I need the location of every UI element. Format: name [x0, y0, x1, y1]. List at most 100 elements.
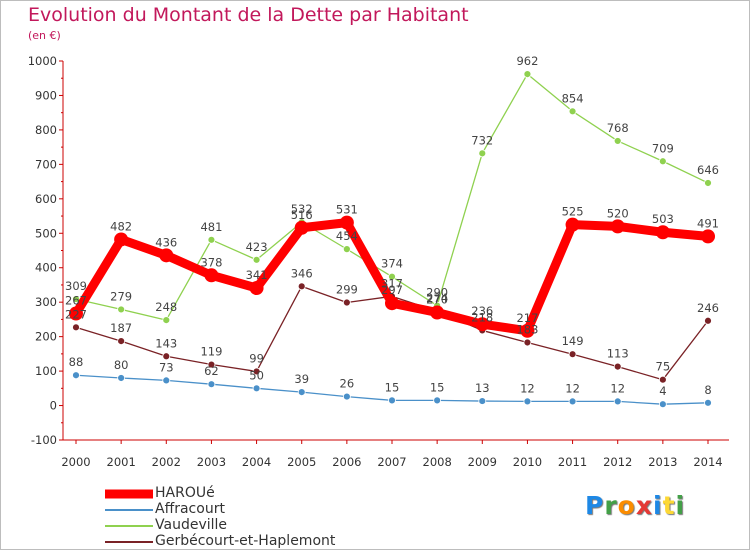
- legend-label-affracourt: Affracourt: [155, 501, 225, 517]
- data-label-vaudeville: 290: [426, 286, 448, 300]
- data-point-haroue: [701, 229, 715, 244]
- y-tick-label: 500: [35, 226, 57, 240]
- data-point-affracourt: [342, 392, 351, 401]
- data-point-affracourt: [613, 397, 622, 406]
- data-label-haroue: 516: [291, 208, 313, 222]
- x-tick-label: 2008: [423, 455, 452, 469]
- data-point-haroue: [475, 317, 490, 332]
- data-label-haroue: 531: [336, 203, 358, 217]
- data-point-vaudeville: [252, 255, 261, 264]
- logo-letter: i: [653, 491, 663, 520]
- data-label-haroue: 297: [381, 283, 403, 297]
- data-label-haroue: 217: [516, 311, 538, 325]
- data-label-vaudeville: 532: [291, 202, 313, 216]
- data-label-haroue: 436: [155, 235, 177, 249]
- data-point-vaudeville: [523, 70, 532, 78]
- data-point-haroue: [565, 217, 580, 232]
- data-label-gerbecourt-et-haplemont: 227: [65, 307, 87, 321]
- data-label-gerbecourt-et-haplemont: 299: [336, 283, 358, 297]
- data-point-affracourt: [162, 376, 171, 385]
- data-point-haroue: [385, 296, 399, 311]
- data-point-gerbecourt-et-haplemont: [342, 298, 351, 307]
- data-label-affracourt: 73: [159, 360, 174, 374]
- data-point-haroue: [159, 248, 174, 263]
- data-label-vaudeville: 646: [697, 163, 719, 177]
- data-point-vaudeville: [72, 295, 80, 303]
- data-point-haroue: [114, 232, 129, 247]
- data-label-gerbecourt-et-haplemont: 274: [426, 291, 448, 305]
- y-tick-label: 1000: [28, 54, 57, 68]
- data-point-haroue: [249, 281, 264, 296]
- data-label-haroue: 520: [607, 206, 629, 220]
- x-tick-label: 2013: [648, 455, 677, 469]
- data-label-gerbecourt-et-haplemont: 149: [562, 334, 584, 348]
- data-point-gerbecourt-et-haplemont: [704, 316, 712, 325]
- data-label-affracourt: 80: [114, 358, 129, 372]
- x-tick-label: 2001: [107, 455, 136, 469]
- data-label-affracourt: 12: [520, 381, 535, 395]
- data-label-affracourt: 12: [610, 381, 625, 395]
- data-label-vaudeville: 709: [652, 141, 674, 155]
- data-label-haroue: 503: [652, 212, 674, 226]
- legend-label-haroue: HAROUé: [155, 485, 215, 501]
- x-tick-label: 2007: [377, 455, 406, 469]
- legend-label-vaudeville: Vaudeville: [155, 517, 228, 533]
- data-label-gerbecourt-et-haplemont: 119: [200, 345, 222, 359]
- legend-swatch-gerbecourt: [105, 541, 153, 543]
- data-point-haroue: [339, 215, 354, 230]
- data-label-vaudeville: 854: [562, 91, 584, 105]
- data-label-gerbecourt-et-haplemont: 183: [516, 322, 538, 336]
- data-label-affracourt: 62: [204, 364, 219, 378]
- series-affracourt: [72, 371, 712, 409]
- data-label-vaudeville: 481: [200, 220, 222, 234]
- x-tick-label: 2002: [152, 455, 181, 469]
- data-label-vaudeville: 279: [110, 289, 132, 303]
- data-point-affracourt: [433, 396, 442, 405]
- data-point-vaudeville: [478, 149, 487, 158]
- x-tick-label: 2000: [61, 455, 90, 469]
- data-label-affracourt: 39: [294, 372, 309, 386]
- data-point-gerbecourt-et-haplemont: [658, 375, 667, 384]
- data-point-haroue: [520, 323, 535, 338]
- data-point-vaudeville: [207, 235, 216, 244]
- y-tick-label: 700: [35, 157, 57, 171]
- data-point-haroue: [204, 268, 219, 283]
- x-tick-label: 2006: [332, 455, 361, 469]
- data-label-haroue: 525: [562, 205, 584, 219]
- data-label-affracourt: 15: [430, 380, 445, 394]
- legend-swatch-vaudeville: [105, 525, 153, 527]
- data-point-affracourt: [658, 400, 667, 409]
- data-point-vaudeville: [568, 107, 577, 116]
- data-point-gerbecourt-et-haplemont: [297, 282, 306, 291]
- data-point-haroue: [430, 305, 445, 320]
- data-label-vaudeville: 962: [516, 54, 538, 68]
- x-tick-label: 2011: [558, 455, 587, 469]
- data-label-haroue: 378: [200, 255, 222, 269]
- logo-letter: r: [604, 491, 618, 520]
- data-label-gerbecourt-et-haplemont: 218: [471, 310, 493, 324]
- data-point-gerbecourt-et-haplemont: [162, 352, 171, 361]
- data-label-affracourt: 8: [704, 383, 711, 397]
- data-label-vaudeville: 248: [155, 300, 177, 314]
- data-label-affracourt: 13: [475, 381, 490, 395]
- logo-letter: P: [585, 491, 605, 520]
- data-point-gerbecourt-et-haplemont: [613, 362, 622, 371]
- logo-letter: x: [635, 491, 653, 520]
- data-label-gerbecourt-et-haplemont: 346: [291, 266, 313, 280]
- data-label-affracourt: 88: [69, 355, 84, 369]
- x-tick-label: 2012: [603, 455, 632, 469]
- data-label-haroue: 236: [471, 304, 493, 318]
- data-label-gerbecourt-et-haplemont: 143: [155, 336, 177, 350]
- data-point-haroue: [294, 220, 309, 235]
- legend-swatch-haroue: [105, 489, 153, 499]
- chart-unit: (en €): [28, 29, 61, 42]
- data-label-haroue: 270: [426, 293, 448, 307]
- data-point-vaudeville: [117, 305, 126, 314]
- data-point-gerbecourt-et-haplemont: [72, 323, 80, 332]
- logo-letter: t: [662, 491, 676, 520]
- data-point-affracourt: [207, 380, 216, 389]
- y-tick-label: -100: [31, 433, 57, 447]
- data-point-gerbecourt-et-haplemont: [568, 350, 577, 359]
- data-label-gerbecourt-et-haplemont: 187: [110, 321, 132, 335]
